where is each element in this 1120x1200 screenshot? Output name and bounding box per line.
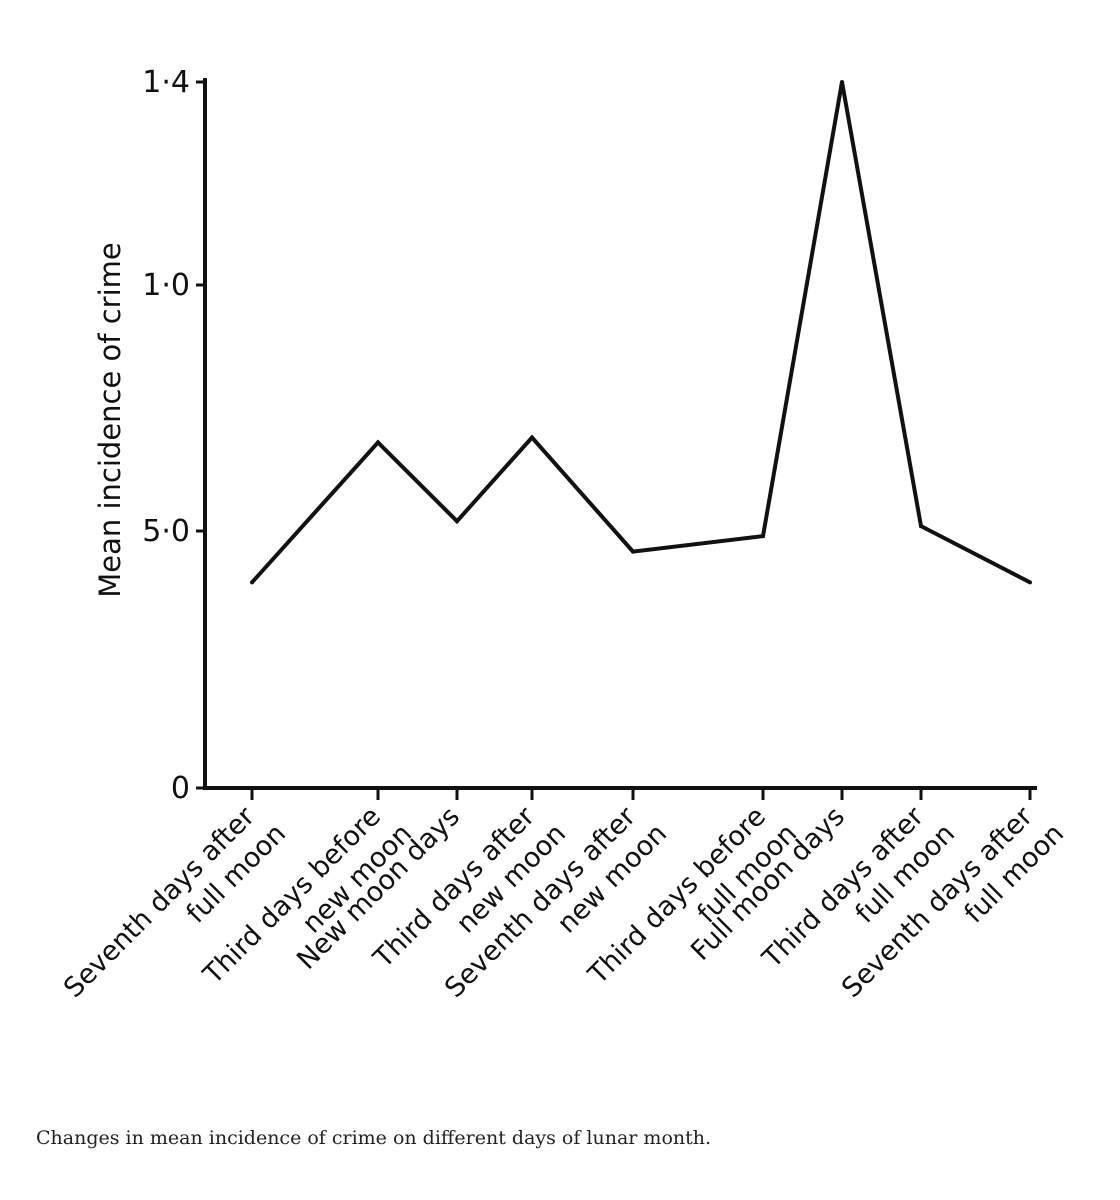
y-tick-label: 1·4 [142, 65, 190, 100]
line-chart: 0 5·0 1·0 1·4 Seventh days afterfull moonTh… [58, 65, 1070, 1004]
series [250, 80, 1032, 585]
data-point [1028, 580, 1032, 585]
y-tick-label: 1·0 [142, 268, 190, 303]
y-tick-label: 5·0 [142, 514, 190, 549]
data-point [530, 435, 534, 440]
data-point [761, 534, 765, 539]
series-line [250, 81, 1031, 585]
data-point [250, 580, 254, 585]
data-point [631, 549, 635, 554]
data-point [840, 80, 844, 84]
figure-caption: Changes in mean incidence of crime on di… [36, 1127, 712, 1149]
data-point [919, 524, 923, 529]
data-point [455, 519, 459, 524]
y-ticks: 0 5·0 1·0 1·4 [142, 65, 205, 806]
y-axis-label: Mean incidence of crime [93, 242, 127, 598]
axes [203, 78, 1037, 790]
data-point [376, 440, 380, 445]
y-tick-label: 0 [171, 771, 190, 806]
